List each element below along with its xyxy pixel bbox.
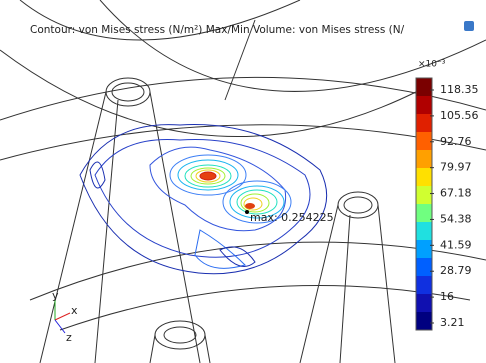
contours: [79, 124, 328, 275]
colorbar-label: 118.35: [440, 83, 479, 96]
colorbar-label: 3.21: [440, 316, 465, 329]
colorbar-label: 105.56: [440, 109, 479, 122]
colorbar-segment: [416, 258, 432, 277]
colorbar: 118.35 105.56 92.76 79.97 67.18 54.38 41.59 28.…: [415, 77, 479, 331]
colorbar-segment: [416, 132, 432, 151]
colorbar-segment: [416, 222, 432, 241]
axis-x: x: [71, 304, 78, 317]
colorbar-segment: [416, 294, 432, 313]
colorbar-segment: [416, 168, 432, 187]
colorbar-label: 67.18: [440, 187, 472, 200]
colorbar-label: 16: [440, 290, 454, 303]
colorbar-segment: [416, 150, 432, 169]
colorbar-segment: [416, 276, 432, 295]
max-annotation: max: 0.254225: [250, 211, 334, 224]
colorbar-label: 41.59: [440, 238, 472, 251]
colorbar-label: 79.97: [440, 161, 472, 174]
colorbar-segment: [416, 186, 432, 205]
colorbar-segment: [416, 78, 432, 97]
colorbar-frame: [415, 77, 433, 331]
colorbar-segment: [416, 312, 432, 331]
axis-z: z: [66, 331, 72, 344]
colorbar-segment: [416, 204, 432, 223]
colorbar-label: 92.76: [440, 135, 472, 148]
colorbar-segment: [416, 240, 432, 259]
colorbar-label: 28.79: [440, 264, 472, 277]
plot-title: Contour: von Mises stress (N/m²) Max/Min…: [30, 24, 405, 36]
colorbar-label: 54.38: [440, 212, 472, 225]
colorbar-exponent: ×10⁻³: [418, 60, 446, 70]
axis-triad: y x z: [52, 289, 78, 344]
colorbar-segment: [416, 96, 432, 115]
toolbar-icon[interactable]: [464, 21, 474, 31]
axis-y: y: [52, 289, 59, 302]
colorbar-segment: [416, 114, 432, 133]
